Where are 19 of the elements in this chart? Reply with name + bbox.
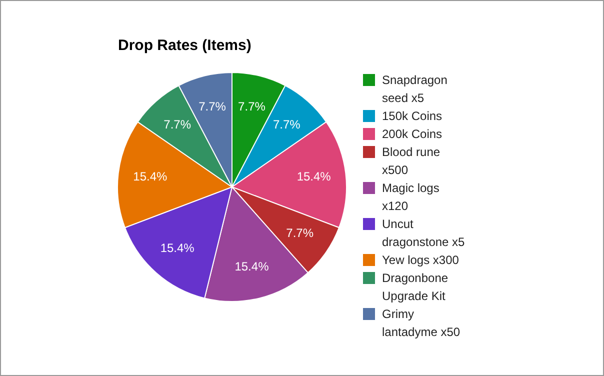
data-label: 7.7% bbox=[238, 99, 266, 114]
legend-label: Snapdragon seed x5 bbox=[382, 72, 448, 107]
data-label: 15.4% bbox=[133, 169, 168, 184]
data-label: 7.7% bbox=[198, 99, 226, 114]
data-label: 7.7% bbox=[164, 118, 192, 132]
legend-label: 150k Coins bbox=[382, 108, 444, 125]
chart-title: Drop Rates (Items) bbox=[118, 37, 252, 54]
legend-label: Blood rune x500 bbox=[382, 144, 442, 179]
data-label: 7.7% bbox=[272, 118, 301, 132]
data-label: 7.7% bbox=[286, 226, 314, 240]
legend-label: Yew logs x300 bbox=[382, 252, 460, 269]
data-label: 15.4% bbox=[234, 259, 270, 274]
legend-label: Dragonbone Upgrade Kit bbox=[382, 270, 450, 305]
data-label: 15.4% bbox=[296, 169, 332, 184]
legend-label: Grimy lantadyme x50 bbox=[382, 306, 462, 341]
legend-label: 200k Coins bbox=[382, 126, 444, 143]
legend-label: Magic logs x120 bbox=[382, 180, 440, 215]
data-label: 15.4% bbox=[160, 241, 195, 256]
legend-label: Uncut dragonstone x5 bbox=[382, 216, 466, 251]
